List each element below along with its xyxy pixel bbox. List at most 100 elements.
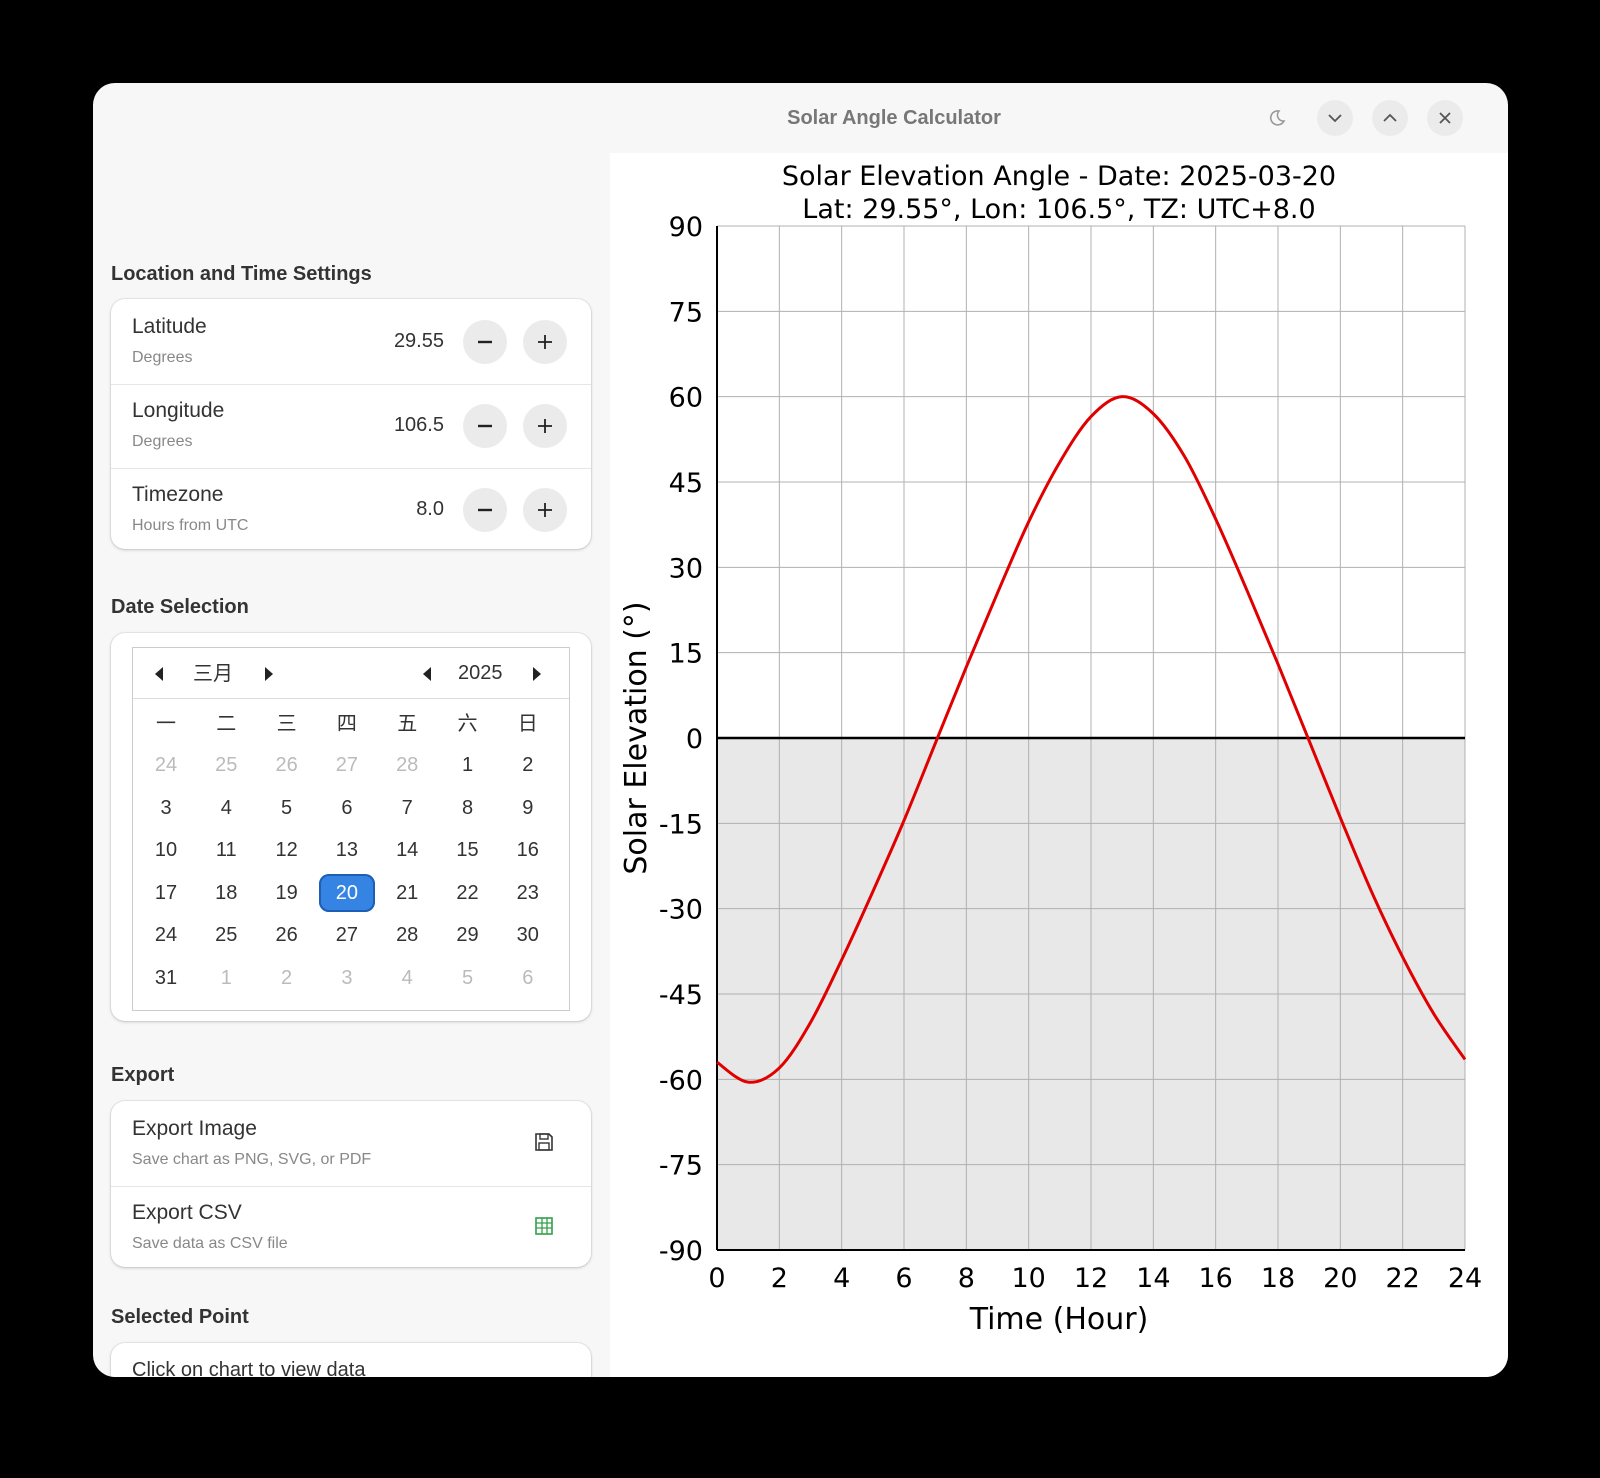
calendar-day[interactable]: 16 <box>516 839 539 862</box>
calendar-day[interactable]: 26 <box>275 754 298 776</box>
chevron-down-icon <box>1328 114 1342 123</box>
y-tick-label: 0 <box>686 724 703 755</box>
next-year-arrow-icon[interactable] <box>533 667 541 681</box>
calendar-day[interactable]: 11 <box>215 839 237 862</box>
calendar-day[interactable]: 19 <box>275 881 298 904</box>
calendar-day[interactable]: 7 <box>401 796 413 819</box>
plus-icon <box>538 503 552 517</box>
calendar-day[interactable]: 30 <box>516 924 539 947</box>
x-tick-label: 18 <box>1261 1263 1295 1294</box>
longitude-increment-button[interactable] <box>523 404 567 448</box>
calendar-day[interactable]: 29 <box>456 924 479 947</box>
y-tick-label: 90 <box>669 212 703 243</box>
latitude-value[interactable]: 29.55 <box>393 330 444 352</box>
calendar-day[interactable]: 3 <box>160 796 172 819</box>
minimize-button[interactable] <box>1317 100 1353 136</box>
export-image-sub: Save chart as PNG, SVG, or PDF <box>132 1151 372 1168</box>
calendar-day[interactable]: 27 <box>335 754 359 776</box>
calendar-day[interactable]: 3 <box>341 967 353 989</box>
calendar-day[interactable]: 25 <box>215 924 238 947</box>
calendar-day[interactable]: 28 <box>396 754 419 776</box>
calendar-day[interactable]: 2 <box>281 967 293 989</box>
calendar-day[interactable]: 9 <box>522 796 534 819</box>
x-tick-label: 8 <box>958 1263 975 1294</box>
calendar-day[interactable]: 31 <box>154 967 178 989</box>
calendar-day-selected[interactable]: 20 <box>318 873 375 912</box>
calendar-day[interactable]: 10 <box>154 839 178 862</box>
timezone-label: Timezone <box>132 483 224 506</box>
x-tick-label: 2 <box>771 1263 788 1294</box>
latitude-decrement-button[interactable] <box>463 320 507 364</box>
y-tick-label: 45 <box>669 468 703 499</box>
save-icon <box>535 1133 553 1151</box>
calendar-day[interactable]: 18 <box>215 881 238 904</box>
x-tick-label: 14 <box>1136 1263 1170 1294</box>
calendar-day[interactable]: 15 <box>456 839 479 862</box>
y-tick-label: 60 <box>669 383 703 414</box>
calendar-day[interactable]: 23 <box>516 881 539 904</box>
calendar-day[interactable]: 13 <box>335 839 359 862</box>
sidebar: Location and Time Settings Latitude Degr… <box>93 153 610 1377</box>
titlebar: Solar Angle Calculator <box>93 83 1508 153</box>
calendar-day[interactable]: 6 <box>522 967 534 989</box>
calendar-day[interactable]: 5 <box>461 967 474 989</box>
calendar-day[interactable]: 27 <box>335 924 359 947</box>
y-tick-label: -90 <box>659 1236 703 1267</box>
calendar-day[interactable]: 24 <box>154 754 178 776</box>
calendar-day[interactable]: 22 <box>456 881 479 904</box>
timezone-value[interactable]: 8.0 <box>416 498 444 520</box>
night-mode-button[interactable] <box>1259 100 1295 136</box>
y-tick-label: -60 <box>659 1065 703 1096</box>
calendar-day[interactable]: 12 <box>275 839 298 862</box>
calendar-day[interactable]: 5 <box>281 796 293 819</box>
calendar-day[interactable]: 1 <box>220 967 232 989</box>
longitude-decrement-button[interactable] <box>463 404 507 448</box>
y-tick-label: -45 <box>659 980 703 1011</box>
timezone-decrement-button[interactable] <box>463 488 507 532</box>
calendar-day[interactable]: 8 <box>461 796 474 819</box>
calendar-day[interactable]: 17 <box>154 881 178 904</box>
calendar-day[interactable]: 1 <box>461 754 474 776</box>
export-csv-label: Export CSV <box>132 1201 242 1224</box>
next-month-arrow-icon[interactable] <box>265 667 273 681</box>
calendar-day[interactable]: 26 <box>275 924 298 947</box>
selected-point-section-title: Selected Point <box>111 1306 249 1328</box>
calendar-day[interactable]: 4 <box>220 796 232 819</box>
location-section-title: Location and Time Settings <box>111 263 372 285</box>
calendar-day[interactable]: 28 <box>396 924 419 947</box>
maximize-button[interactable] <box>1372 100 1408 136</box>
calendar-day[interactable]: 25 <box>215 754 238 776</box>
chart-panel[interactable]: 90 75 60 45 30 15 0 -15 -30 -45 -60 -75 -90 0 2 4 6 8 10 12… <box>610 153 1508 1377</box>
latitude-increment-button[interactable] <box>523 320 567 364</box>
calendar-day[interactable]: 4 <box>401 967 413 989</box>
location-card: Latitude Degrees 29.55 Longitude Degrees… <box>111 299 591 549</box>
prev-year-arrow-icon[interactable] <box>423 667 431 681</box>
x-axis-label: Time (Hour) <box>969 1302 1149 1337</box>
weekday-header: 三 <box>276 711 297 735</box>
timezone-row: Timezone Hours from UTC 8.0 <box>111 467 591 552</box>
x-tick-label: 6 <box>895 1263 912 1294</box>
export-image-row[interactable]: Export Image Save chart as PNG, SVG, or … <box>111 1101 591 1187</box>
calendar-day[interactable]: 21 <box>396 881 419 904</box>
longitude-value[interactable]: 106.5 <box>393 414 444 436</box>
calendar-day[interactable]: 6 <box>341 796 353 819</box>
calendar-day[interactable]: 2 <box>522 754 534 776</box>
latitude-label: Latitude <box>132 315 207 338</box>
weekday-header: 二 <box>216 711 237 735</box>
weekday-header: 日 <box>517 711 538 735</box>
timezone-increment-button[interactable] <box>523 488 567 532</box>
x-tick-label: 0 <box>708 1263 725 1294</box>
minus-icon <box>478 340 492 344</box>
y-tick-label: -15 <box>659 809 703 840</box>
export-csv-row[interactable]: Export CSV Save data as CSV file <box>111 1185 591 1270</box>
x-tick-label: 20 <box>1323 1263 1357 1294</box>
y-tick-label: 30 <box>669 553 703 584</box>
calendar-day[interactable]: 14 <box>396 839 419 862</box>
export-csv-sub: Save data as CSV file <box>132 1235 288 1252</box>
y-axis-label: Solar Elevation (°) <box>619 601 654 874</box>
elevation-series-line[interactable] <box>716 395 1467 1084</box>
prev-month-arrow-icon[interactable] <box>155 667 163 681</box>
calendar-day[interactable]: 24 <box>154 924 178 947</box>
close-button[interactable] <box>1427 100 1463 136</box>
